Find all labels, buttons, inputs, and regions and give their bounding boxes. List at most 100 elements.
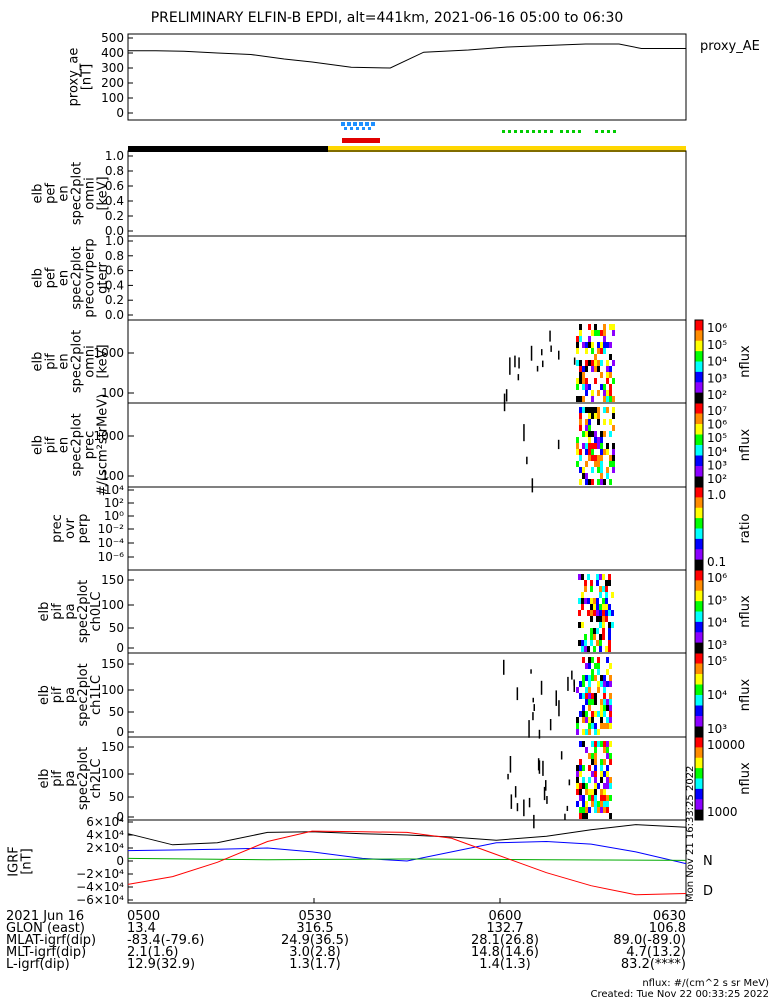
ch2-ytick: 100 [101,767,124,781]
ch1-pixel [588,723,591,729]
ch2-pixel [603,783,606,789]
pif-omni-pixel [597,330,600,336]
pif-omni-colorbar-band [695,371,703,383]
pif-prec-pixel [594,437,597,443]
ch1-pixel [582,711,585,717]
ch2-colorbar-tick: 1000 [707,805,738,819]
ch2-pixel [585,789,588,795]
ch1-pixel [588,675,591,681]
en-precovrperp-ylabel-line: elb [31,268,46,288]
pif-omni-streak [550,345,552,352]
green-marker [544,130,547,133]
pif-omni-pixel [597,366,600,372]
pif-omni-ylabel-line: spec2plot [70,330,85,393]
footer-row-label: L-igrf(dip) [6,957,70,972]
ch2-pixel [594,747,597,753]
pif-prec-pixel [585,443,588,449]
en-precovrperp-ytick: 0.8 [105,249,124,263]
ratio-colorbar-band [695,528,703,540]
pif-omni-pixel [603,396,606,402]
ch2-ytick: 50 [109,790,124,804]
ch2-pixel [600,789,603,795]
green-marker [538,130,541,133]
pif-omni-colorbar-tick: 10³ [707,371,727,385]
ch2-streak [537,758,540,771]
ch1-pixel [597,657,600,663]
footer-row-value: 12.9(32.9) [127,957,195,972]
ae-ytick: 200 [101,76,124,90]
ch0-pixel [596,640,599,646]
ratio-ytick: 10⁻⁴ [98,536,125,550]
ratio-colorbar-band [695,559,703,571]
ch2-pixel [582,783,585,789]
pif-omni-pixel [609,372,612,378]
ch1-pixel [594,675,597,681]
ch1-pixel [600,705,603,711]
ch2-pixel [588,795,591,801]
ch2-pixel [582,807,585,813]
igrf-series-line [127,857,687,861]
pif-omni-ylabel-line: [keV] [96,344,111,378]
ch1-pixel [588,663,591,669]
pif-omni-pixel [597,360,600,366]
ratio-colorbar-band [695,518,703,529]
green-marker [566,130,569,133]
en-precovrperp-ytick: 0.6 [105,264,124,278]
ch1-pixel [603,681,606,687]
ch2-pixel [609,777,612,783]
pif-prec-pixel [576,449,579,455]
ch0-pixel [596,616,599,622]
pif-omni-colorbar-tick: 10⁶ [707,321,727,335]
ch2-pixel [582,765,585,771]
pif-prec-pixel [579,425,582,431]
pif-prec-pixel [597,413,600,419]
ch1-pixel [597,687,600,693]
pif-omni-pixel [591,342,594,348]
footer-row-label: MLAT-igrf(dip) [6,933,96,948]
pif-prec-pixel [585,419,588,425]
ch0-pixel [608,640,611,646]
ch1-pixel [576,723,579,729]
pif-omni-pixel [579,372,582,378]
pif-prec-pixel [585,425,588,431]
pif-prec-pixel [579,413,582,419]
ch0-pixel [602,634,605,640]
pif-prec-pixel [594,431,597,437]
ch1-ylabel-line: ch1LC [89,675,104,715]
ch2-pixel [579,813,582,819]
ch0-pixel [596,604,599,610]
ch0-pixel [596,628,599,634]
ch2-pixel [609,759,612,765]
ch0-pixel [605,580,608,586]
ch1-streak [571,670,573,680]
en-omni-ylabel-line: en [57,185,72,201]
footer-row-label: GLON (east) [6,921,85,936]
pif-omni-pixel [597,390,600,396]
pif-prec-pixel [591,449,594,455]
ch1-pixel [588,717,591,723]
ch0-pixel [590,580,593,586]
ratio-colorbar-band [695,538,703,550]
pif-prec-pixel [600,473,603,479]
pif-omni-pixel [579,396,582,402]
pif-omni-pixel [585,384,588,390]
ch2-ylabel-line: ch2LC [89,759,104,799]
footer-row-value: 1.3(1.7) [289,957,341,972]
ch1-pixel [588,657,591,663]
pif-prec-ylabel-line: elb [31,435,46,455]
ch1-pixel [600,681,603,687]
ch2-pixel [597,801,600,807]
pif-prec-pixel [588,425,591,431]
ch1-pixel [606,699,609,705]
ch1-pixel [609,699,612,705]
green-marker [532,130,535,133]
ch2-pixel [603,759,606,765]
pif-prec-pixel [597,455,600,461]
pif-prec-colorbar-band [695,466,703,477]
ch1-ylabel-line: pif [50,686,65,703]
ch2-pixel [591,801,594,807]
green-marker [560,130,563,133]
ch2-pixel [591,759,594,765]
ch0-pixel [599,640,602,646]
